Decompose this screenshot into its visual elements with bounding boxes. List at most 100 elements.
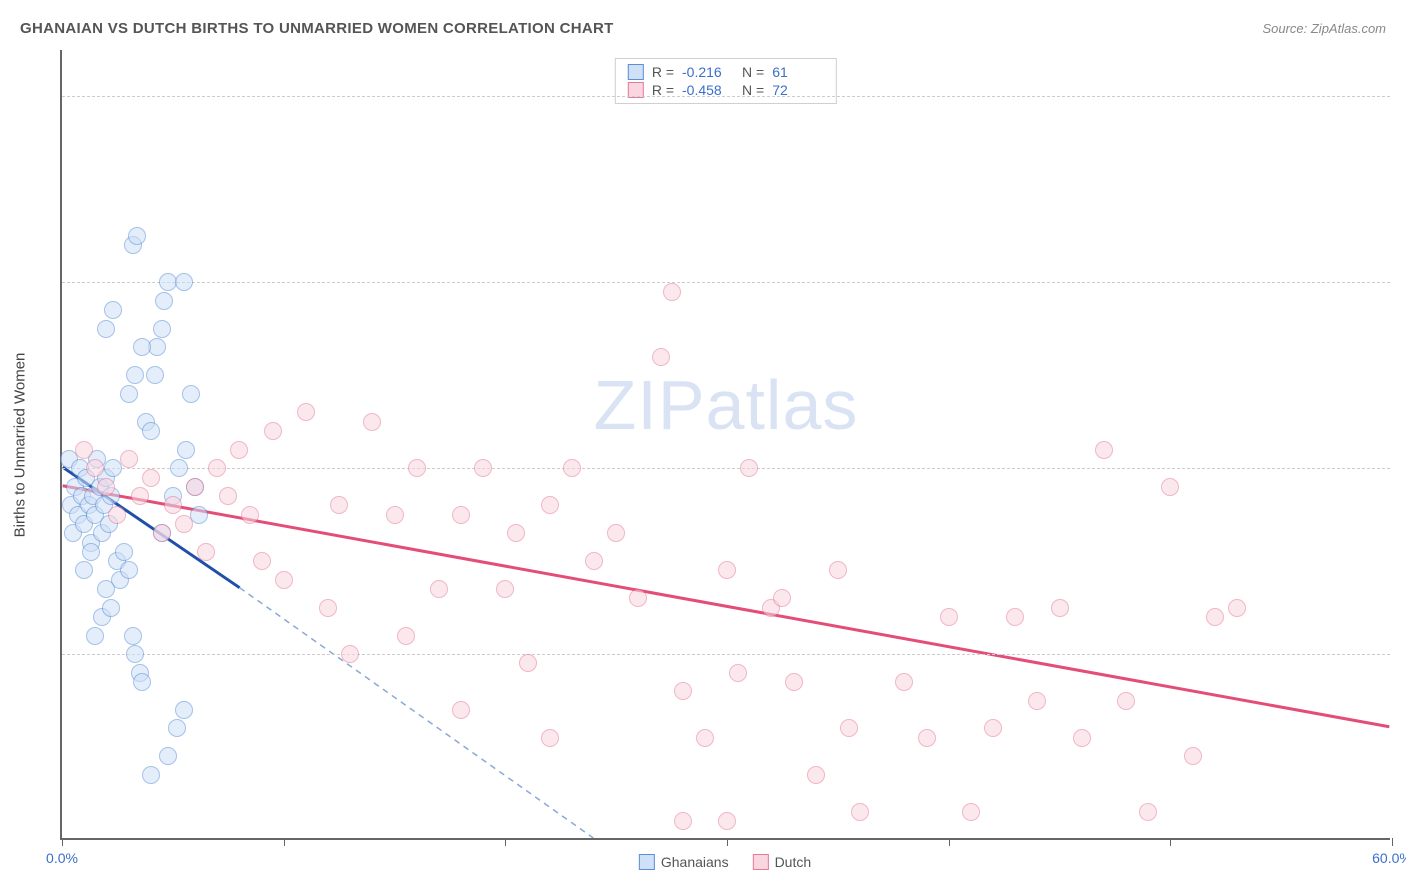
- gridline: [62, 654, 1390, 655]
- scatter-point: [519, 654, 537, 672]
- scatter-point: [330, 496, 348, 514]
- scatter-point: [341, 645, 359, 663]
- scatter-point: [115, 543, 133, 561]
- scatter-point: [984, 719, 1002, 737]
- swatch-icon: [639, 854, 655, 870]
- scatter-point: [148, 338, 166, 356]
- scatter-point: [829, 561, 847, 579]
- y-tick-label: 20.0%: [1400, 646, 1406, 662]
- scatter-point: [541, 729, 559, 747]
- watermark-zip: ZIP: [594, 366, 706, 444]
- scatter-point: [563, 459, 581, 477]
- scatter-point: [740, 459, 758, 477]
- scatter-point: [153, 524, 171, 542]
- scatter-point: [128, 227, 146, 245]
- scatter-point: [541, 496, 559, 514]
- trend-line: [63, 486, 1390, 727]
- scatter-point: [175, 273, 193, 291]
- scatter-point: [97, 580, 115, 598]
- scatter-point: [142, 422, 160, 440]
- gridline: [62, 282, 1390, 283]
- x-tick: [284, 838, 285, 846]
- scatter-point: [918, 729, 936, 747]
- scatter-point: [408, 459, 426, 477]
- scatter-point: [297, 403, 315, 421]
- scatter-point: [190, 506, 208, 524]
- scatter-point: [1139, 803, 1157, 821]
- swatch-icon: [628, 64, 644, 80]
- scatter-point: [962, 803, 980, 821]
- scatter-point: [507, 524, 525, 542]
- scatter-point: [430, 580, 448, 598]
- scatter-point: [895, 673, 913, 691]
- scatter-point: [696, 729, 714, 747]
- scatter-point: [104, 301, 122, 319]
- scatter-point: [663, 283, 681, 301]
- watermark: ZIPatlas: [594, 365, 859, 445]
- scatter-point: [86, 459, 104, 477]
- scatter-point: [108, 506, 126, 524]
- x-tick: [1170, 838, 1171, 846]
- legend-label: Dutch: [775, 854, 812, 870]
- gridline: [62, 468, 1390, 469]
- scatter-point: [142, 469, 160, 487]
- scatter-point: [1206, 608, 1224, 626]
- x-tick: [505, 838, 506, 846]
- scatter-point: [474, 459, 492, 477]
- scatter-point: [241, 506, 259, 524]
- scatter-point: [126, 645, 144, 663]
- scatter-point: [153, 320, 171, 338]
- scatter-point: [940, 608, 958, 626]
- scatter-point: [1161, 478, 1179, 496]
- scatter-point: [133, 673, 151, 691]
- scatter-point: [1051, 599, 1069, 617]
- scatter-point: [674, 812, 692, 830]
- scatter-point: [102, 599, 120, 617]
- scatter-point: [496, 580, 514, 598]
- scatter-point: [159, 747, 177, 765]
- scatter-point: [1028, 692, 1046, 710]
- source-label: Source: ZipAtlas.com: [1262, 21, 1386, 36]
- scatter-point: [142, 766, 160, 784]
- scatter-point: [729, 664, 747, 682]
- y-axis-label: Births to Unmarried Women: [12, 353, 29, 538]
- legend-bottom: Ghanaians Dutch: [639, 854, 811, 870]
- gridline: [62, 96, 1390, 97]
- page-title: GHANAIAN VS DUTCH BIRTHS TO UNMARRIED WO…: [20, 20, 614, 37]
- y-tick-label: 40.0%: [1400, 460, 1406, 476]
- scatter-point: [177, 441, 195, 459]
- trend-lines: [62, 50, 1390, 838]
- scatter-point: [230, 441, 248, 459]
- scatter-point: [1228, 599, 1246, 617]
- scatter-point: [97, 478, 115, 496]
- scatter-point: [155, 292, 173, 310]
- stat-n-value: 61: [772, 64, 824, 80]
- plot-region: ZIPatlas R = -0.216 N = 61 R = -0.458 N …: [60, 50, 1390, 840]
- scatter-point: [175, 701, 193, 719]
- x-tick: [727, 838, 728, 846]
- scatter-point: [585, 552, 603, 570]
- legend-label: Ghanaians: [661, 854, 729, 870]
- trend-line: [240, 588, 594, 838]
- scatter-point: [175, 515, 193, 533]
- scatter-point: [170, 459, 188, 477]
- x-tick-label: 60.0%: [1372, 850, 1406, 866]
- x-tick: [62, 838, 63, 846]
- x-tick-label: 0.0%: [46, 850, 78, 866]
- scatter-point: [785, 673, 803, 691]
- scatter-point: [131, 487, 149, 505]
- header: GHANAIAN VS DUTCH BIRTHS TO UNMARRIED WO…: [20, 20, 1386, 37]
- scatter-point: [182, 385, 200, 403]
- scatter-point: [718, 812, 736, 830]
- swatch-icon: [753, 854, 769, 870]
- legend-item: Ghanaians: [639, 854, 729, 870]
- chart-area: Births to Unmarried Women ZIPatlas R = -…: [60, 50, 1390, 840]
- scatter-point: [773, 589, 791, 607]
- stat-r-label: R =: [652, 64, 674, 80]
- scatter-point: [607, 524, 625, 542]
- scatter-point: [674, 682, 692, 700]
- scatter-point: [208, 459, 226, 477]
- x-tick: [949, 838, 950, 846]
- scatter-point: [164, 496, 182, 514]
- scatter-point: [120, 561, 138, 579]
